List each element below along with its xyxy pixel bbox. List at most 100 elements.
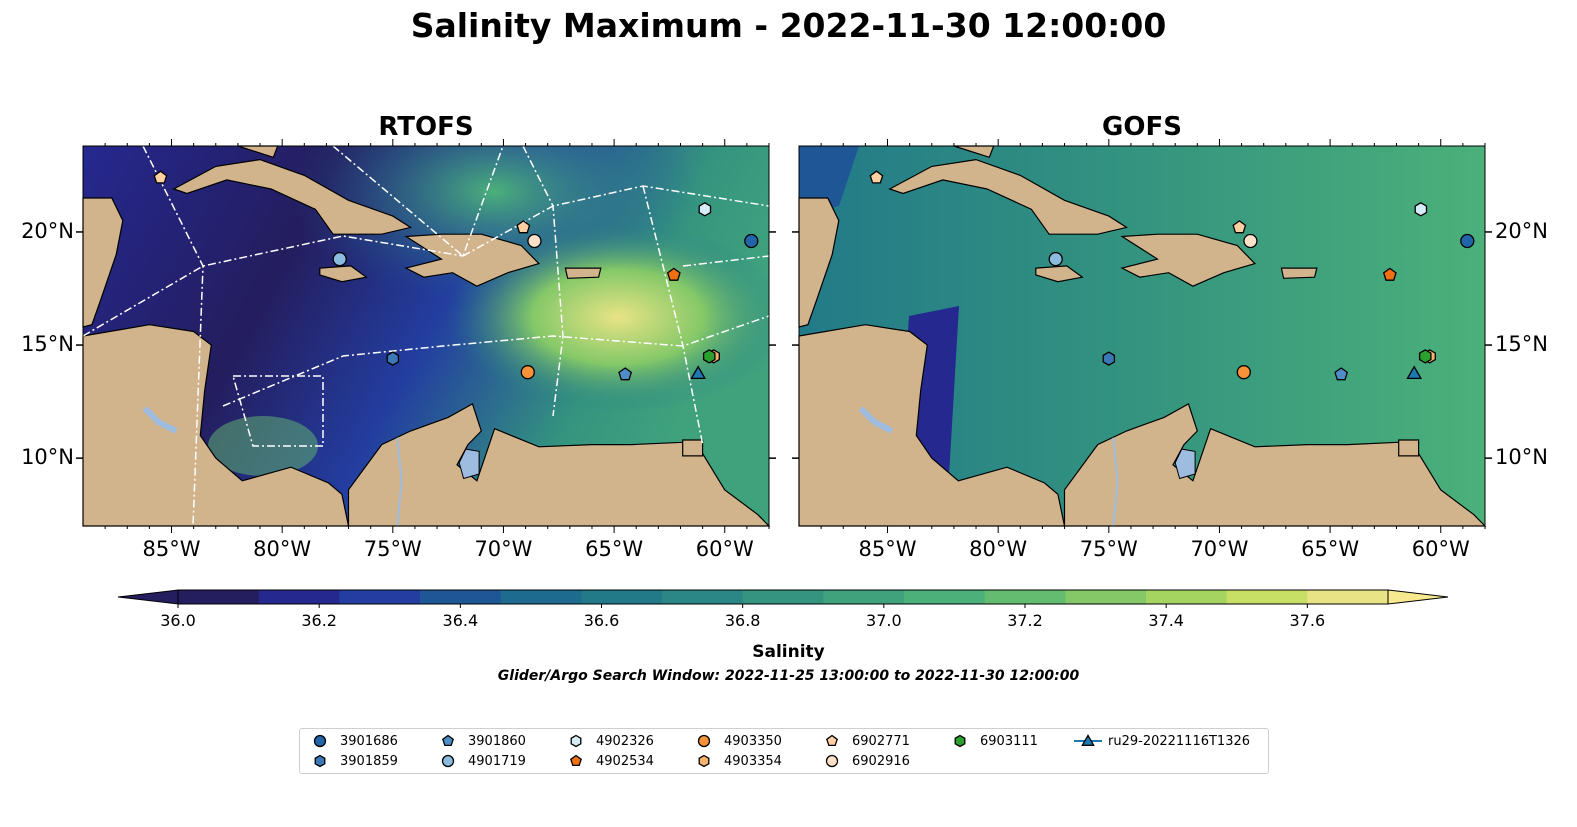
panel-title-rtofs: RTOFS <box>83 112 769 142</box>
circle-marker-icon <box>818 752 846 770</box>
legend-item: 6902916 <box>818 752 910 770</box>
panel-title-gofs: GOFS <box>799 112 1485 142</box>
tick-label: 60°W <box>696 537 754 561</box>
legend-label: 4903354 <box>724 754 782 769</box>
colorbar-tick-label: 37.4 <box>1148 611 1184 628</box>
marker-3901859 <box>387 352 398 365</box>
tick-label: 75°W <box>1080 537 1138 561</box>
tick-label: 10°N <box>1495 445 1548 469</box>
rtofs-map <box>83 146 769 526</box>
legend-item: 4903350 <box>690 732 782 750</box>
legend-marker <box>315 756 325 767</box>
legend-marker <box>699 756 709 767</box>
legend-label: 4903350 <box>724 734 782 749</box>
colorbar-segment <box>581 590 662 604</box>
legend-item: 4901719 <box>434 752 526 770</box>
legend: 3901686 3901859 3901860 4901719 4902326 49025… <box>299 728 1269 774</box>
marker-4903350 <box>521 366 534 379</box>
colorbar-segment <box>823 590 904 604</box>
gofs-map <box>799 146 1485 526</box>
legend-marker <box>443 756 454 767</box>
colorbar-tick-label: 36.0 <box>160 611 196 628</box>
marker-4901719 <box>333 253 346 266</box>
colorbar-extend-max <box>1388 590 1448 604</box>
hexagon-marker-icon <box>690 752 718 770</box>
colorbar-segment <box>904 590 985 604</box>
legend-label: 4902326 <box>596 734 654 749</box>
colorbar-tick-label: 36.4 <box>443 611 479 628</box>
legend-item: 6903111 <box>946 732 1038 750</box>
legend-marker <box>315 736 326 747</box>
marker-6903111 <box>1420 350 1431 363</box>
tick-label: 65°W <box>585 537 643 561</box>
colorbar-tick-label: 36.2 <box>301 611 337 628</box>
tick-label: 75°W <box>364 537 422 561</box>
tick-label: 10°N <box>21 445 74 469</box>
circle-marker-icon <box>434 752 462 770</box>
colorbar-tick-label: 37.2 <box>1007 611 1043 628</box>
tick-label: 80°W <box>253 537 311 561</box>
land-puerto-rico <box>565 268 600 278</box>
legend-item: 6902771 <box>818 732 910 750</box>
colorbar-segment <box>420 590 501 604</box>
pentagon-marker-icon <box>434 732 462 750</box>
legend-marker <box>571 756 581 766</box>
colorbar-segment <box>501 590 582 604</box>
legend-label: 6902916 <box>852 754 910 769</box>
colorbar-segment <box>1146 590 1227 604</box>
marker-4903350 <box>1237 366 1250 379</box>
colorbar-segment <box>743 590 824 604</box>
tick-label: 70°W <box>474 537 532 561</box>
colorbar-extend-min <box>118 590 178 604</box>
triangle-line-marker-icon <box>1074 732 1102 750</box>
pentagon-marker-icon <box>818 732 846 750</box>
colorbar-tick-label: 37.0 <box>866 611 902 628</box>
marker-4902326 <box>699 203 710 216</box>
legend-label: 6902771 <box>852 734 910 749</box>
tick-label: 85°W <box>859 537 917 561</box>
marker-4901719 <box>1049 253 1062 266</box>
legend-item: 4902326 <box>562 732 654 750</box>
colorbar-tick-label: 36.8 <box>725 611 761 628</box>
legend-item: 3901686 <box>306 732 398 750</box>
colorbar-label: Salinity <box>0 642 1577 662</box>
marker-3901686 <box>745 235 758 248</box>
land-trinidad <box>683 440 703 456</box>
colorbar-segment <box>1227 590 1308 604</box>
colorbar-segment <box>339 590 420 604</box>
legend-marker <box>571 736 581 747</box>
marker-3901859 <box>1103 352 1114 365</box>
land-puerto-rico <box>1281 268 1316 278</box>
legend-label: ru29-20221116T1326 <box>1108 734 1250 749</box>
marker-6903111 <box>704 350 715 363</box>
legend-item: ru29-20221116T1326 <box>1074 732 1250 750</box>
search-window-note: Glider/Argo Search Window: 2022-11-25 13… <box>0 668 1577 684</box>
tick-label: 15°N <box>21 332 74 356</box>
colorbar-segment <box>662 590 743 604</box>
tick-label: 70°W <box>1190 537 1248 561</box>
legend-item: 4903354 <box>690 752 782 770</box>
tick-label: 20°N <box>21 219 74 243</box>
marker-4902326 <box>1415 203 1426 216</box>
colorbar-tick-label: 36.6 <box>584 611 620 628</box>
legend-label: 3901860 <box>468 734 526 749</box>
legend-label: 4901719 <box>468 754 526 769</box>
colorbar-tick-label: 37.6 <box>1290 611 1326 628</box>
hexagon-marker-icon <box>562 732 590 750</box>
colorbar-segment <box>259 590 340 604</box>
legend-item: 4902534 <box>562 752 654 770</box>
legend-item: 3901859 <box>306 752 398 770</box>
legend-label: 3901859 <box>340 754 398 769</box>
circle-marker-icon <box>306 732 334 750</box>
legend-marker <box>827 736 837 746</box>
colorbar-segment <box>1307 590 1388 604</box>
land-trinidad <box>1399 440 1419 456</box>
hexagon-marker-icon <box>946 732 974 750</box>
marker-6902916 <box>528 235 541 248</box>
legend-marker <box>699 736 710 747</box>
marker-3901686 <box>1461 235 1474 248</box>
pentagon-marker-icon <box>562 752 590 770</box>
circle-marker-icon <box>690 732 718 750</box>
legend-label: 3901686 <box>340 734 398 749</box>
colorbar-segment <box>1065 590 1146 604</box>
